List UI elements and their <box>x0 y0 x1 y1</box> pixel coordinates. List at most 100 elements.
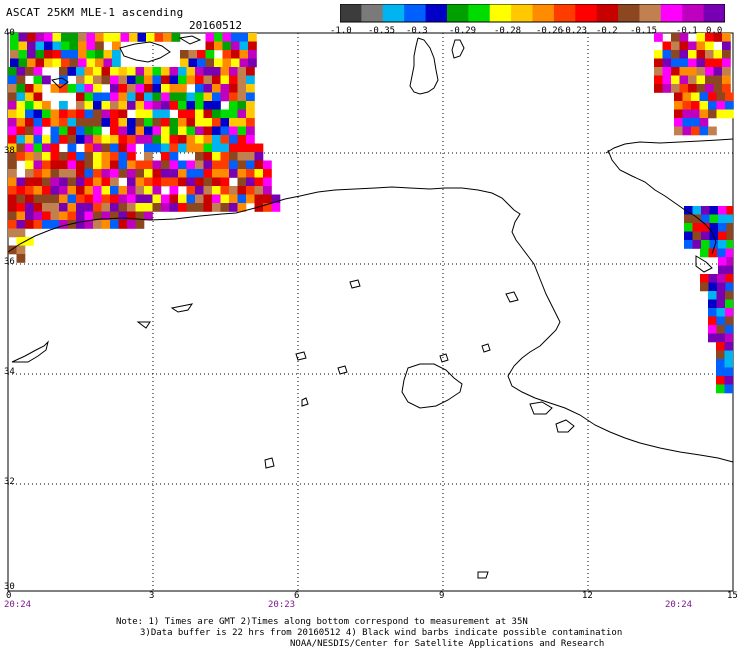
data-cell <box>229 75 238 85</box>
data-cell <box>50 203 60 212</box>
coast-islet-13 <box>555 419 575 433</box>
data-cell <box>137 33 147 42</box>
data-cell <box>203 126 213 136</box>
data-cell <box>178 67 187 76</box>
data-cell <box>67 84 77 93</box>
data-cell <box>42 101 51 110</box>
data-cell <box>95 33 104 42</box>
data-cell <box>33 169 43 178</box>
data-cell <box>237 67 247 76</box>
data-cell <box>654 33 663 42</box>
data-cell <box>84 160 94 170</box>
colorbar-swatch <box>553 4 576 22</box>
data-cell <box>127 126 136 136</box>
data-cell <box>263 186 272 195</box>
data-cell <box>246 75 255 85</box>
data-cell <box>708 109 717 119</box>
data-cell <box>18 50 28 59</box>
data-cell <box>679 50 689 59</box>
data-cell <box>33 75 43 85</box>
colorbar-swatch <box>446 4 469 22</box>
data-cell <box>161 92 170 102</box>
data-cell <box>716 109 726 119</box>
data-cell <box>237 194 247 204</box>
data-cell <box>713 50 723 59</box>
data-cell <box>220 143 230 153</box>
data-cell <box>144 152 153 161</box>
data-cell <box>84 75 94 85</box>
data-cell <box>127 135 136 144</box>
data-cell <box>699 126 709 136</box>
data-cell <box>713 58 723 68</box>
data-cell <box>203 203 213 212</box>
data-cell <box>161 101 170 110</box>
data-cell <box>144 160 153 170</box>
data-cell <box>214 41 223 51</box>
data-cell <box>237 169 247 178</box>
data-cell <box>195 109 204 119</box>
data-cell <box>186 203 196 212</box>
data-cell <box>93 101 102 110</box>
coastlines <box>7 35 734 579</box>
data-cell <box>220 194 230 204</box>
data-cell <box>86 50 96 59</box>
data-cell <box>195 143 204 153</box>
data-cell <box>674 92 683 102</box>
data-cell <box>110 152 119 161</box>
data-cell <box>708 101 717 110</box>
data-cell <box>16 118 26 127</box>
data-cell <box>33 67 43 76</box>
data-cell <box>76 118 85 127</box>
data-cell <box>42 143 51 153</box>
data-cell <box>25 152 34 161</box>
data-cell <box>152 169 162 178</box>
data-cell <box>118 109 128 119</box>
data-cell <box>708 291 717 300</box>
data-cell <box>67 160 77 170</box>
data-cell <box>203 109 213 119</box>
data-cell <box>27 33 36 42</box>
data-cell <box>118 135 128 144</box>
data-cell <box>700 282 709 292</box>
data-cell <box>93 126 102 136</box>
coast-islet-9 <box>349 279 361 289</box>
data-cell <box>144 118 153 127</box>
data-cell <box>684 223 693 232</box>
data-cell <box>696 67 706 76</box>
data-cell <box>144 211 153 221</box>
data-cell <box>186 177 196 187</box>
data-cell <box>33 220 43 229</box>
data-cell <box>135 75 145 85</box>
data-cell <box>8 211 17 221</box>
data-cell <box>186 135 196 144</box>
data-cell <box>220 84 230 93</box>
data-cell <box>16 126 26 136</box>
colorbar-swatch <box>532 4 555 22</box>
data-cell <box>25 109 34 119</box>
data-cell <box>76 84 85 93</box>
data-cell <box>239 50 249 59</box>
data-cell <box>671 84 680 93</box>
data-cell <box>59 101 68 110</box>
data-cell <box>725 282 733 292</box>
data-cell <box>679 75 689 85</box>
data-cell <box>16 186 26 195</box>
data-cell <box>713 33 723 42</box>
data-cell <box>237 135 247 144</box>
data-cell <box>713 75 723 85</box>
data-cell <box>229 160 238 170</box>
data-cell <box>101 135 111 144</box>
data-cell <box>220 203 230 212</box>
data-cell <box>127 101 136 110</box>
colorbar-swatch <box>639 4 662 22</box>
data-cell <box>25 237 34 246</box>
data-cell <box>725 299 733 309</box>
data-cell <box>42 203 51 212</box>
colorbar-label-1: -0.35 <box>368 26 396 36</box>
data-cell <box>27 58 36 68</box>
colorbar-swatch <box>489 4 512 22</box>
data-cell <box>25 169 34 178</box>
data-cell <box>69 33 79 42</box>
data-cell <box>709 223 719 232</box>
data-cell <box>84 109 94 119</box>
